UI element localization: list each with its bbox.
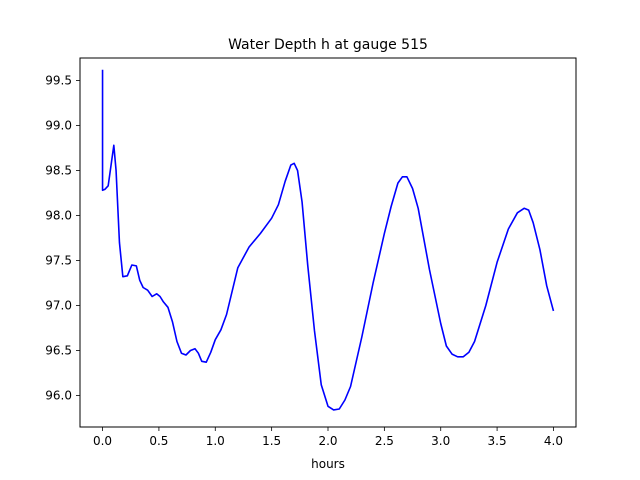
chart-title: Water Depth h at gauge 515 — [228, 37, 428, 53]
x-axis: 0.0 0.5 1.0 1.5 2.0 2.5 3.0 3.5 4.0 — [93, 427, 563, 448]
y-tick-label: 97.5 — [45, 254, 72, 268]
y-tick-label: 97.0 — [45, 299, 72, 313]
y-tick-label: 99.0 — [45, 119, 72, 133]
y-axis: 96.0 96.5 97.0 97.5 98.0 98.5 99.0 99.5 — [45, 74, 80, 403]
series-line — [101, 69, 555, 411]
y-tick-label: 96.5 — [45, 344, 72, 358]
x-tick-label: 0.0 — [93, 434, 112, 448]
x-tick-label: 0.5 — [149, 434, 168, 448]
x-tick-label: 2.0 — [318, 434, 337, 448]
x-tick-label: 3.0 — [431, 434, 450, 448]
x-tick-label: 1.0 — [206, 434, 225, 448]
x-axis-label: hours — [311, 457, 345, 471]
x-tick-label: 3.5 — [488, 434, 507, 448]
x-tick-label: 4.0 — [544, 434, 563, 448]
x-tick-label: 1.5 — [262, 434, 281, 448]
y-tick-label: 98.0 — [45, 209, 72, 223]
x-tick-label: 2.5 — [375, 434, 394, 448]
y-tick-label: 98.5 — [45, 164, 72, 178]
y-tick-label: 99.5 — [45, 74, 72, 88]
y-tick-label: 96.0 — [45, 389, 72, 403]
